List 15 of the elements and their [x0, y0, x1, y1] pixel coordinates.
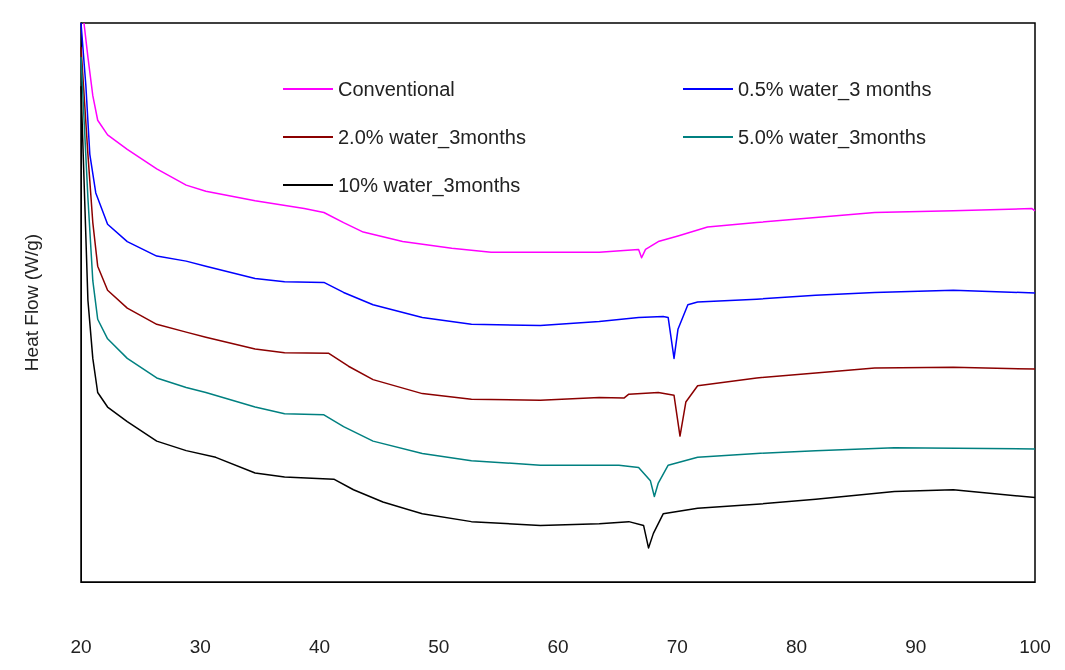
x-tick-label: 100 — [1019, 636, 1051, 657]
x-tick-label: 30 — [189, 636, 211, 657]
x-tick-label: 80 — [785, 636, 808, 657]
legend-label: 2.0% water_3months — [338, 126, 526, 149]
legend-label: 5.0% water_3months — [738, 126, 926, 149]
x-tick-label: 70 — [666, 636, 688, 657]
x-tick-label: 20 — [70, 636, 92, 657]
x-tick-label: 60 — [547, 636, 569, 657]
legend-label: 0.5% water_3 months — [738, 78, 932, 101]
legend-label: 10% water_3months — [338, 174, 521, 197]
x-tick-label: 50 — [428, 636, 450, 657]
legend-label: Conventional — [338, 78, 455, 100]
y-axis-title: Heat Flow (W/g) — [21, 233, 42, 372]
x-tick-label: 40 — [308, 636, 331, 657]
x-tick-label: 90 — [905, 636, 927, 657]
